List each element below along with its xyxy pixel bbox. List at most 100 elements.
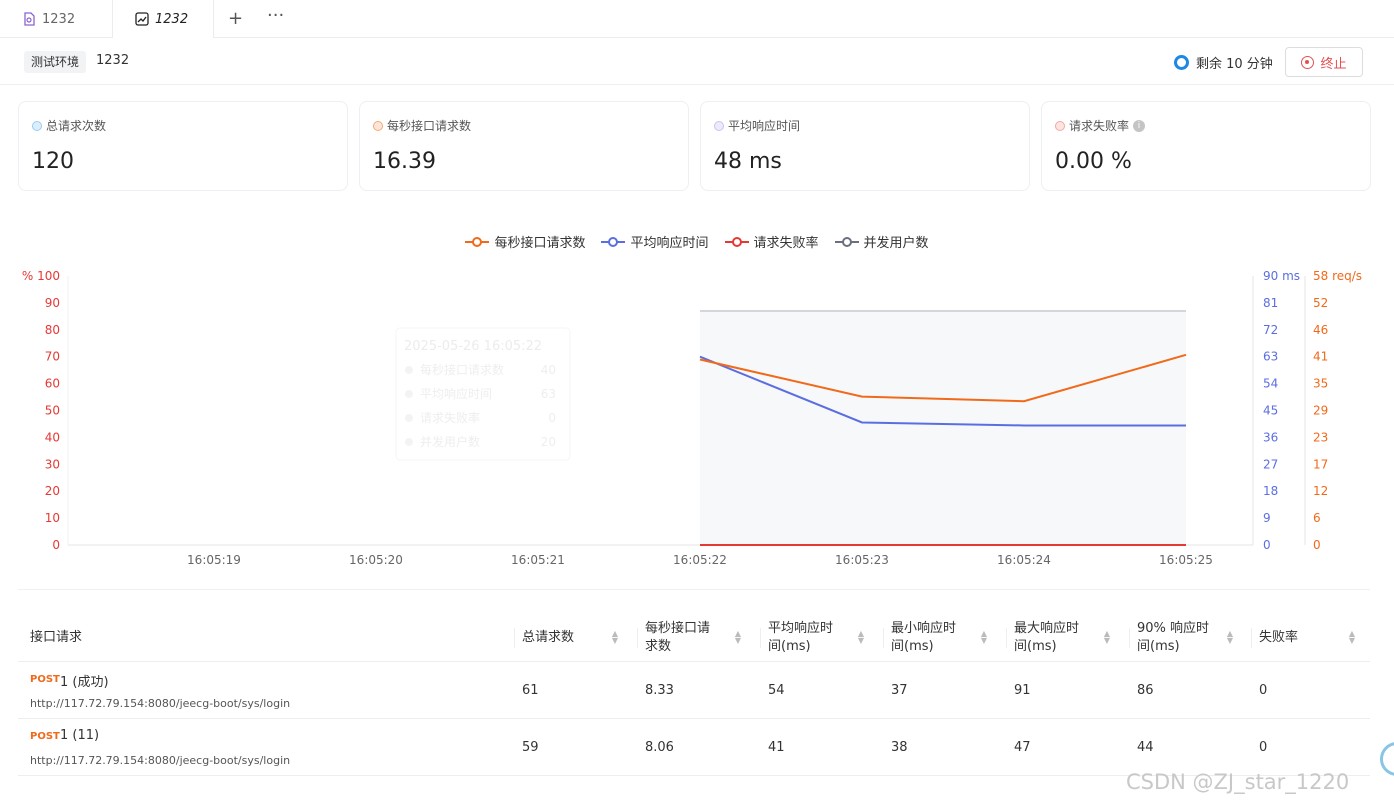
- tab-label: 1232: [155, 11, 189, 27]
- cell-p90: 86: [1137, 683, 1154, 698]
- document-icon: [24, 12, 35, 26]
- legend-marker-icon: [465, 236, 490, 247]
- stat-label: 每秒接口请求数: [387, 119, 472, 133]
- sort-icon[interactable]: ▲ ▼: [1348, 629, 1355, 645]
- col-header-rps[interactable]: 每秒接口请 求数 ▲ ▼: [637, 620, 745, 656]
- dot-icon: [32, 120, 42, 131]
- legend-item-avg-response[interactable]: 平均响应时间: [601, 232, 709, 251]
- tooltip-row-label: 平均响应时间: [420, 386, 492, 401]
- info-icon[interactable]: i: [1133, 119, 1146, 132]
- col-header-total[interactable]: 总请求数 ▲ ▼: [514, 620, 622, 656]
- env-name: 1232: [96, 53, 130, 68]
- api-url: http://117.72.79.154:8080/jeecg-boot/sys…: [30, 697, 291, 710]
- x-axis-tick-label: 16:05:24: [997, 553, 1051, 567]
- sort-icon[interactable]: ▲ ▼: [1226, 629, 1233, 645]
- mid-axis-tick-label: 9: [1263, 511, 1271, 525]
- stop-icon: [1301, 55, 1315, 69]
- dot-icon: [373, 120, 383, 131]
- right-axis-tick-label: 46: [1313, 323, 1328, 337]
- right-axis-tick-label: 35: [1313, 377, 1328, 391]
- rps-line: [699, 353, 1187, 403]
- cell-max: 47: [1014, 740, 1031, 755]
- add-tab-icon[interactable]: +: [228, 8, 244, 29]
- mid-axis-tick-label: 18: [1263, 484, 1278, 498]
- legend-item-rps[interactable]: 每秒接口请求数: [465, 232, 585, 251]
- mid-axis-tick-label: 54: [1263, 377, 1278, 391]
- legend-item-failure-rate[interactable]: 请求失败率: [724, 232, 819, 251]
- stat-value: 0.00 %: [1055, 149, 1132, 174]
- x-axis-tick-label: 16:05:21: [511, 553, 565, 567]
- api-name: 1 (成功): [60, 675, 109, 690]
- x-axis-tick-label: 16:05:25: [1159, 553, 1213, 567]
- sort-icon[interactable]: ▲ ▼: [611, 629, 618, 645]
- concurrency-area: [700, 310, 1186, 545]
- tooltip-row-label: 请求失败率: [420, 410, 480, 425]
- stat-card-total-requests: 总请求次数 120: [18, 101, 348, 191]
- floating-action-button[interactable]: [1380, 742, 1394, 776]
- cell-max: 91: [1014, 683, 1031, 698]
- legend-marker-icon: [601, 236, 626, 247]
- more-icon[interactable]: ···: [267, 5, 285, 26]
- x-axis-tick-label: 16:05:20: [349, 553, 403, 567]
- table-row: POST 1 (11) http://117.72.79.154:8080/je…: [18, 719, 1370, 776]
- right-axis-tick-label: 0: [1313, 538, 1321, 552]
- col-header-avg[interactable]: 平均响应时 间(ms) ▲ ▼: [760, 620, 868, 656]
- mid-axis-tick-label: 45: [1263, 404, 1278, 418]
- sort-icon[interactable]: ▲ ▼: [1103, 629, 1110, 645]
- right-axis-tick-label: 52: [1313, 296, 1328, 310]
- x-axis-tick-label: 16:05:22: [673, 553, 727, 567]
- tooltip-title: 2025-05-26 16:05:22: [404, 339, 542, 354]
- tooltip-row-label: 并发用户数: [420, 434, 480, 449]
- table-header: 接口请求 总请求数 ▲ ▼ 每秒接口请 求数 ▲ ▼ 平均响应时 间(ms) ▲ ▼ 最小响…: [18, 612, 1370, 662]
- stat-label: 请求失败率: [1069, 119, 1130, 133]
- col-header-p90[interactable]: 90% 响应时 间(ms) ▲ ▼: [1129, 620, 1237, 656]
- divider: [18, 589, 1370, 590]
- right-axis-tick-label: 41: [1313, 350, 1328, 364]
- legend-marker-icon: [724, 236, 749, 247]
- chart-legend: 每秒接口请求数 平均响应时间 请求失败率 并发用户数: [0, 232, 1394, 251]
- x-axis-tick-label: 16:05:19: [187, 553, 241, 567]
- avg-response-line: [699, 355, 1186, 427]
- env-tag: 测试环境: [24, 51, 87, 73]
- tab-document[interactable]: 1232: [0, 0, 112, 38]
- left-axis-tick-label: 90: [45, 296, 60, 310]
- right-axis-tick-label: 23: [1313, 430, 1328, 444]
- legend-item-concurrency[interactable]: 并发用户数: [834, 232, 929, 251]
- legend-marker-icon: [834, 236, 859, 247]
- cell-rps: 8.33: [645, 683, 674, 698]
- sort-icon[interactable]: ▲ ▼: [857, 629, 864, 645]
- method-badge: POST: [30, 731, 60, 742]
- tooltip-dot: [405, 390, 413, 398]
- tooltip-box: [395, 327, 571, 461]
- mid-axis-tick-label: 36: [1263, 430, 1278, 444]
- stat-card-failure-rate: 请求失败率 i 0.00 %: [1041, 101, 1371, 191]
- legend-label: 每秒接口请求数: [494, 236, 586, 251]
- stop-button[interactable]: 终止: [1285, 47, 1363, 77]
- watermark: CSDN @ZJ_star_1220: [1126, 770, 1350, 794]
- left-axis-tick-label: 40: [45, 430, 60, 444]
- tooltip-row-value: 63: [541, 387, 556, 401]
- sort-icon[interactable]: ▲ ▼: [734, 629, 741, 645]
- right-axis-tick-label: 58 req/s: [1313, 269, 1362, 283]
- sort-icon[interactable]: ▲ ▼: [980, 629, 987, 645]
- api-name: 1 (11): [60, 728, 100, 743]
- right-axis-tick-label: 12: [1313, 484, 1328, 498]
- left-axis-tick-label: 10: [45, 511, 60, 525]
- stat-value: 48 ms: [714, 149, 782, 174]
- cell-failure: 0: [1259, 740, 1268, 755]
- col-header-min[interactable]: 最小响应时 间(ms) ▲ ▼: [883, 620, 991, 656]
- right-axis-tick-label: 17: [1313, 457, 1328, 471]
- right-axis-tick-label: 29: [1313, 404, 1328, 418]
- mid-axis-tick-label: 0: [1263, 538, 1271, 552]
- tooltip-row-value: 0: [548, 411, 556, 425]
- tab-report[interactable]: 1232: [112, 0, 214, 38]
- col-header-failure[interactable]: 失败率 ▲ ▼: [1251, 620, 1359, 656]
- col-header-max[interactable]: 最大响应时 间(ms) ▲ ▼: [1006, 620, 1114, 656]
- left-axis-tick-label: 80: [45, 323, 60, 337]
- cell-failure: 0: [1259, 683, 1268, 698]
- dot-icon: [714, 120, 724, 131]
- cell-min: 38: [891, 740, 908, 755]
- table-row: POST 1 (成功) http://117.72.79.154:8080/je…: [18, 662, 1370, 719]
- cell-rps: 8.06: [645, 740, 674, 755]
- left-axis-tick-label: 0: [52, 538, 60, 552]
